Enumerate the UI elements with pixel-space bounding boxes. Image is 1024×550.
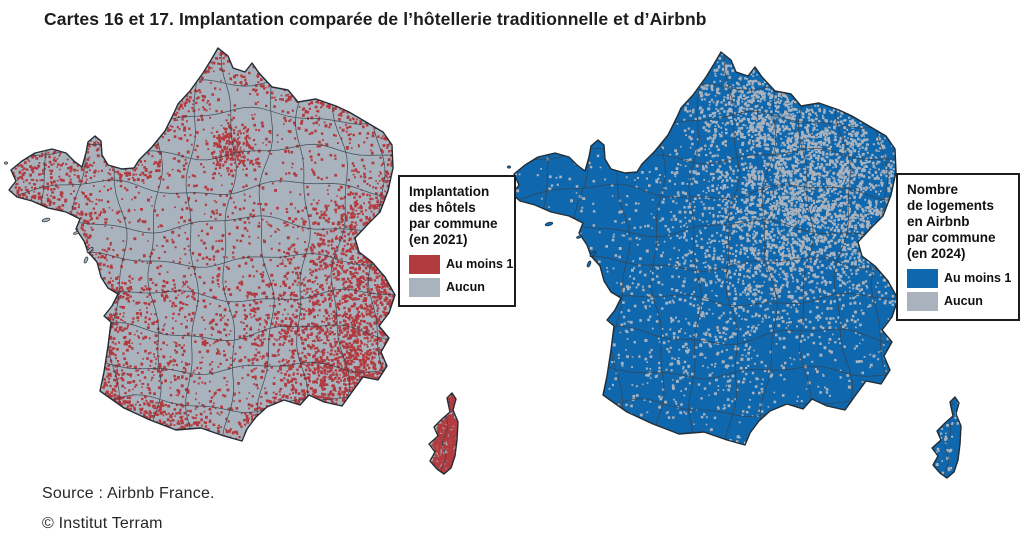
legend-hotels-item-au-moins-1: Au moins 1 [409,254,514,274]
map-hotels-2021 [4,47,459,475]
legend-hotels-2021: Implantation des hôtels par commune (en … [398,175,516,307]
legend-airbnb-label-au-moins-1: Au moins 1 [944,271,1012,286]
figure-title: Cartes 16 et 17. Implantation comparée d… [44,9,707,29]
legend-hotels-label-au-moins-1: Au moins 1 [446,257,514,272]
copyright-line: © Institut Terram [42,515,163,532]
legend-airbnb-label-aucun: Aucun [944,294,983,309]
swatch-airbnb-aucun [907,291,938,311]
source-line: Source : Airbnb France. [42,485,215,502]
swatch-hotels-au-moins-1 [409,254,440,274]
legend-airbnb-2024: Nombre de logements en Airbnb par commun… [896,173,1020,321]
legend-airbnb-item-au-moins-1: Au moins 1 [907,268,1014,288]
swatch-airbnb-au-moins-1 [907,268,938,288]
swatch-hotels-aucun [409,277,440,297]
legend-airbnb-item-aucun: Aucun [907,291,1014,311]
legend-airbnb-title: Nombre de logements en Airbnb par commun… [907,182,996,261]
legend-hotels-item-aucun: Aucun [409,277,510,297]
map-airbnb-2024 [507,51,962,479]
legend-hotels-label-aucun: Aucun [446,280,485,295]
legend-hotels-title: Implantation des hôtels par commune (en … [409,184,498,247]
